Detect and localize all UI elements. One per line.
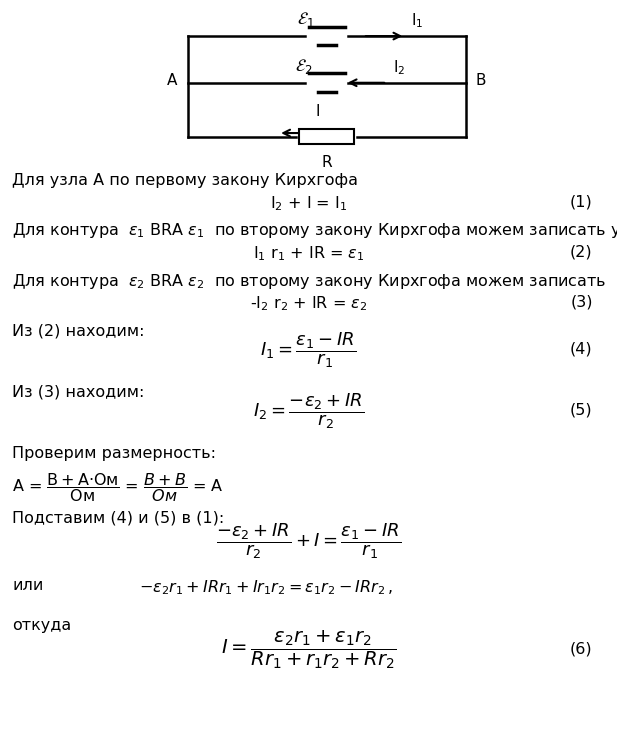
- Text: I$_1$ r$_1$ + IR = $\varepsilon_1$: I$_1$ r$_1$ + IR = $\varepsilon_1$: [253, 244, 364, 263]
- Text: R: R: [321, 155, 332, 169]
- Text: I$_2$: I$_2$: [393, 59, 405, 77]
- Text: B: B: [476, 73, 486, 88]
- Text: I: I: [315, 103, 320, 119]
- Text: A = $\dfrac{\text{В} + \text{А}{\cdot}\text{Ом}}{\text{Ом}}$ = $\dfrac{B + B}{\m: A = $\dfrac{\text{В} + \text{А}{\cdot}\t…: [12, 471, 223, 504]
- Text: (5): (5): [570, 402, 593, 417]
- Text: Для контура  $\varepsilon_2$ BRA $\varepsilon_2$  по второму закону Кирхгофа мож: Для контура $\varepsilon_2$ BRA $\vareps…: [12, 272, 607, 291]
- Text: Подставим (4) и (5) в (1):: Подставим (4) и (5) в (1):: [12, 510, 225, 525]
- Text: откуда: откуда: [12, 618, 72, 633]
- Text: $\dfrac{-\varepsilon_2 + IR}{r_2} + I = \dfrac{\varepsilon_1 - IR}{r_1}$: $\dfrac{-\varepsilon_2 + IR}{r_2} + I = …: [216, 521, 401, 561]
- Text: (3): (3): [570, 295, 593, 309]
- Text: $I = \dfrac{\varepsilon_2 r_1 + \varepsilon_1 r_2}{Rr_1 + r_1 r_2 + Rr_2}$: $I = \dfrac{\varepsilon_2 r_1 + \varepsi…: [221, 629, 396, 671]
- Text: Для контура  $\varepsilon_1$ BRA $\varepsilon_1$  по второму закону Кирхгофа мож: Для контура $\varepsilon_1$ BRA $\vareps…: [12, 221, 617, 240]
- Bar: [299, 130, 354, 144]
- Text: (6): (6): [570, 641, 593, 657]
- Text: I$_1$: I$_1$: [412, 12, 424, 30]
- Text: $\mathcal{E}_1$: $\mathcal{E}_1$: [297, 10, 314, 29]
- Text: (1): (1): [570, 194, 593, 209]
- Text: или: или: [12, 578, 44, 594]
- Text: $-\varepsilon_2 r_1 + IRr_1 + Ir_1 r_2 = \varepsilon_1 r_2 - IRr_2\,,$: $-\varepsilon_2 r_1 + IRr_1 + Ir_1 r_2 =…: [139, 578, 393, 597]
- Text: Из (3) находим:: Из (3) находим:: [12, 385, 144, 399]
- Text: $I_2 = \dfrac{-\varepsilon_2 + IR}{r_2}$: $I_2 = \dfrac{-\varepsilon_2 + IR}{r_2}$: [253, 391, 364, 431]
- Text: $I_1 = \dfrac{\varepsilon_1 - IR}{r_1}$: $I_1 = \dfrac{\varepsilon_1 - IR}{r_1}$: [260, 331, 357, 370]
- Text: $\mathcal{E}_2$: $\mathcal{E}_2$: [295, 56, 312, 75]
- Text: -I$_2$ r$_2$ + IR = $\varepsilon_2$: -I$_2$ r$_2$ + IR = $\varepsilon_2$: [250, 295, 367, 314]
- Text: (2): (2): [570, 244, 593, 259]
- Text: Проверим размерность:: Проверим размерность:: [12, 446, 216, 460]
- Text: A: A: [167, 73, 178, 88]
- Text: I$_2$ + I = I$_1$: I$_2$ + I = I$_1$: [270, 194, 347, 213]
- Text: (4): (4): [570, 342, 593, 356]
- Text: Из (2) находим:: Из (2) находим:: [12, 323, 145, 339]
- Text: Для узла A по первому закону Кирхгофа: Для узла A по первому закону Кирхгофа: [12, 172, 358, 188]
